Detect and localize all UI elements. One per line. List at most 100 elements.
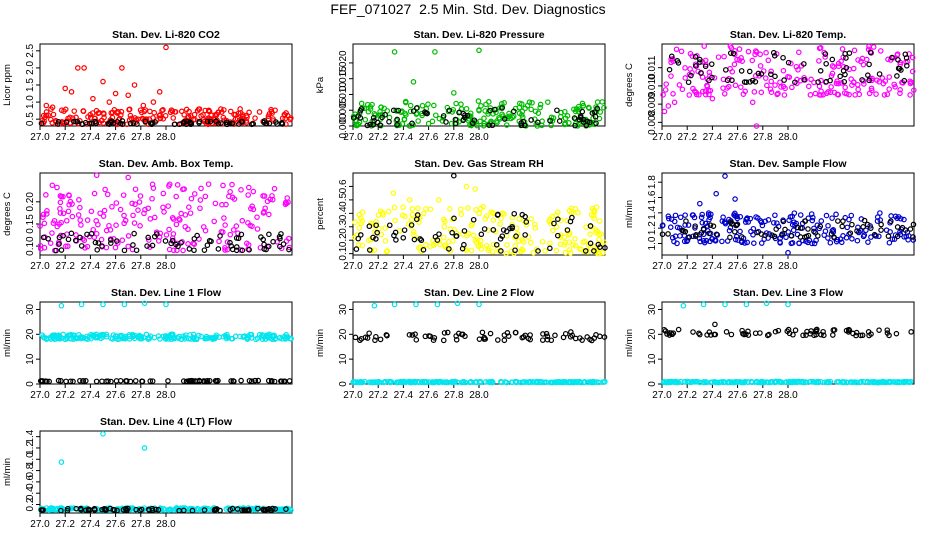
data-point [58, 247, 65, 253]
data-point [187, 210, 194, 216]
data-point [147, 120, 154, 127]
data-point [551, 220, 557, 227]
x-tick-label: 27.8 [131, 132, 151, 143]
data-point [443, 119, 449, 125]
data-point [662, 87, 669, 93]
data-point [779, 231, 786, 237]
data-point [441, 330, 448, 336]
y-tick-label: 0.005 [338, 97, 349, 122]
data-point [449, 229, 455, 236]
data-point [83, 335, 89, 342]
data-point [543, 330, 550, 337]
data-point [249, 378, 255, 384]
data-point [786, 217, 792, 224]
data-point [768, 78, 775, 85]
data-point [522, 213, 528, 220]
x-tick-label: 28.0 [156, 132, 176, 143]
data-point [121, 212, 127, 219]
data-point [788, 240, 795, 247]
data-point [420, 210, 427, 217]
data-point [42, 378, 49, 385]
data-point [220, 114, 227, 121]
data-point [394, 379, 401, 386]
data-point [391, 49, 398, 55]
data-point [859, 55, 866, 62]
data-point [420, 247, 427, 253]
data-point [280, 241, 287, 247]
data-point [180, 333, 187, 340]
data-point [842, 71, 848, 78]
data-point [493, 109, 499, 116]
data-point [91, 234, 98, 241]
data-point [181, 186, 187, 192]
data-point [352, 219, 358, 226]
data-point [108, 240, 114, 246]
series-1 [38, 431, 294, 513]
data-point [909, 68, 916, 75]
series-2 [350, 105, 601, 129]
data-point [572, 379, 579, 385]
data-point [489, 379, 496, 386]
data-point [790, 227, 797, 234]
data-point [736, 46, 743, 52]
data-point [867, 49, 874, 56]
data-point [255, 377, 262, 384]
data-point [77, 204, 83, 211]
x-tick-label: 28.0 [156, 261, 176, 272]
data-point [702, 91, 709, 98]
data-point [409, 211, 416, 218]
data-point [71, 108, 78, 114]
data-point [753, 123, 760, 129]
data-point [208, 238, 214, 245]
series-2 [666, 49, 910, 86]
data-point [373, 222, 379, 229]
x-tick-label: 27.2 [677, 132, 697, 143]
data-point [436, 231, 442, 237]
data-point [415, 118, 421, 124]
data-point [477, 205, 484, 212]
data-point [77, 217, 83, 223]
data-point [840, 233, 846, 239]
x-tick-label: 27.8 [131, 390, 151, 401]
data-point [542, 248, 548, 254]
data-point [149, 242, 156, 249]
data-point [842, 50, 848, 57]
data-point [180, 247, 186, 254]
data-point [473, 207, 479, 213]
data-point [667, 224, 674, 231]
chart-title: Stan. Dev. Gas Stream RH [414, 158, 543, 170]
data-point [359, 242, 366, 249]
data-point [62, 85, 68, 92]
data-point [772, 82, 778, 88]
series-2 [352, 329, 608, 344]
data-point [738, 239, 745, 246]
data-point [238, 187, 244, 193]
data-point [591, 248, 597, 254]
data-point [49, 120, 56, 126]
data-point [709, 95, 716, 102]
data-point [253, 336, 259, 343]
y-tick-label: 0.020 [338, 50, 349, 75]
y-axis-label: degrees C [624, 63, 635, 107]
data-point [410, 379, 417, 385]
data-point [269, 332, 276, 339]
data-point [840, 218, 846, 224]
data-point [410, 108, 417, 114]
data-point [186, 204, 192, 211]
data-point [413, 111, 420, 117]
data-point [894, 215, 900, 222]
data-point [283, 238, 290, 244]
data-point [166, 226, 172, 233]
data-point [665, 231, 671, 237]
data-point [265, 377, 272, 384]
data-point [699, 219, 706, 226]
data-point [423, 241, 429, 248]
data-point [401, 116, 408, 122]
data-point [841, 78, 848, 85]
data-point [233, 223, 240, 229]
data-point [818, 88, 824, 95]
data-point [602, 244, 608, 251]
data-point [65, 236, 72, 243]
